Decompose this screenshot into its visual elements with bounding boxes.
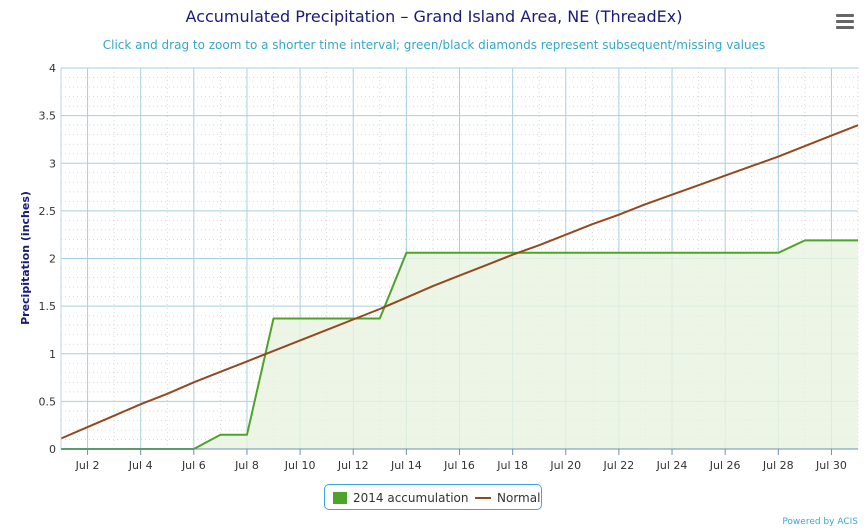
x-tick-label: Jul 30 xyxy=(815,459,847,472)
accumulation-area xyxy=(61,240,858,449)
x-tick-label: Jul 14 xyxy=(390,459,422,472)
y-tick-label: 2 xyxy=(49,253,56,266)
x-tick-label: Jul 6 xyxy=(181,459,206,472)
legend-swatch-normal xyxy=(475,497,491,499)
x-tick-label: Jul 12 xyxy=(337,459,369,472)
credits-link[interactable]: Powered by ACIS xyxy=(782,517,858,527)
chart-title: Accumulated Precipitation – Grand Island… xyxy=(185,7,683,26)
x-tick-label: Jul 24 xyxy=(656,459,688,472)
legend-label-normal: Normal xyxy=(497,491,541,505)
chart-axes: 0 0.5 1 1.5 2 2.5 3 3.5 4 Jul 2 Jul 4 Jul 6 Jul 8 Jul… xyxy=(39,62,858,472)
x-tick-label: Jul 26 xyxy=(709,459,741,472)
x-tick-label: Jul 4 xyxy=(128,459,153,472)
legend-item-accumulation[interactable]: 2014 accumulation xyxy=(333,490,468,506)
chart-legend: 2014 accumulation Normal xyxy=(324,484,542,510)
legend-item-normal[interactable]: Normal xyxy=(475,490,540,506)
x-tick-label: Jul 18 xyxy=(496,459,528,472)
x-tick-label: Jul 20 xyxy=(549,459,581,472)
y-tick-label: 1.5 xyxy=(39,300,57,313)
hamburger-menu-icon[interactable] xyxy=(836,14,854,30)
x-tick-label: Jul 22 xyxy=(603,459,635,472)
legend-swatch-accumulation xyxy=(333,492,347,504)
y-tick-label: 4 xyxy=(49,62,56,75)
x-tick-label: Jul 16 xyxy=(443,459,475,472)
y-tick-label: 3 xyxy=(49,157,56,170)
y-tick-label: 0 xyxy=(49,443,56,456)
normal-line xyxy=(60,124,859,440)
x-tick-label: Jul 8 xyxy=(234,459,259,472)
y-tick-label: 2.5 xyxy=(39,205,57,218)
y-tick-label: 1 xyxy=(49,348,56,361)
y-tick-label: 3.5 xyxy=(39,110,57,123)
y-tick-label: 0.5 xyxy=(39,395,57,408)
x-tick-label: Jul 2 xyxy=(75,459,100,472)
x-tick-label: Jul 10 xyxy=(284,459,316,472)
legend-label-accumulation: 2014 accumulation xyxy=(353,491,469,505)
chart-subtitle: Click and drag to zoom to a shorter time… xyxy=(102,38,766,52)
y-axis-label: Precipitation (inches) xyxy=(19,191,32,325)
x-tick-label: Jul 28 xyxy=(762,459,794,472)
